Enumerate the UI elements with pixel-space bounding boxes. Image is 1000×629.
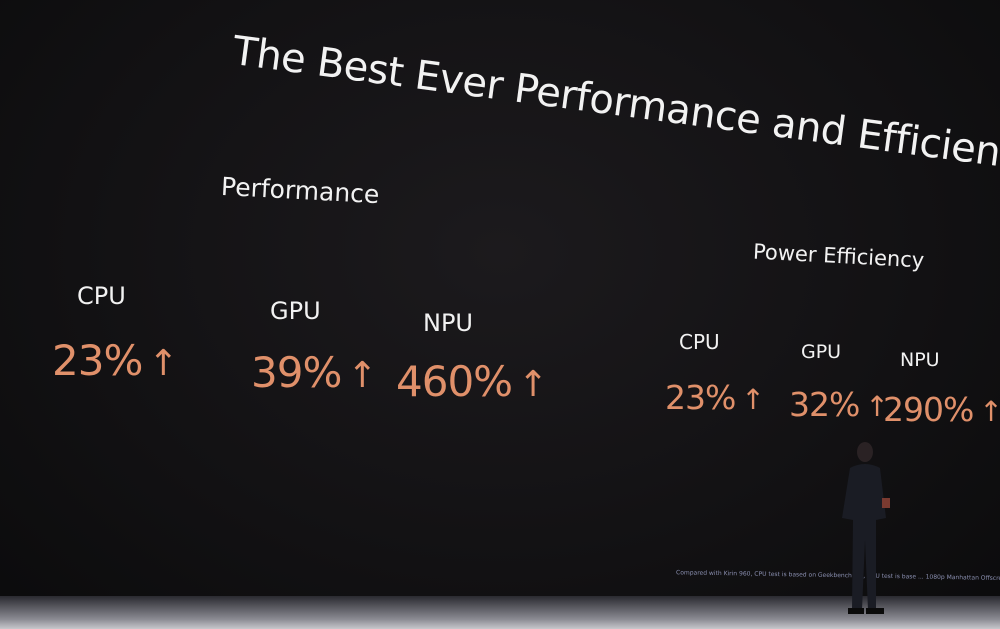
up-arrow-icon: ↑ bbox=[148, 343, 178, 384]
up-arrow-icon: ↑ bbox=[518, 364, 548, 405]
value-text: 32% bbox=[789, 385, 860, 424]
eff-gpu-value: 32% ↑ bbox=[789, 385, 889, 424]
perf-gpu-label: GPU bbox=[270, 297, 321, 325]
value-text: 23% bbox=[665, 378, 736, 417]
stage-floor bbox=[0, 596, 1000, 629]
performance-heading: Performance bbox=[220, 171, 381, 210]
up-arrow-icon: ↑ bbox=[979, 395, 1000, 428]
value-text: 23% bbox=[52, 336, 143, 385]
efficiency-heading: Power Efficiency bbox=[752, 239, 925, 273]
eff-cpu-label: CPU bbox=[679, 330, 720, 354]
perf-cpu-value: 23% ↑ bbox=[52, 336, 178, 385]
value-text: 290% bbox=[883, 390, 974, 429]
eff-cpu-value: 23% ↑ bbox=[665, 378, 765, 417]
perf-npu-label: NPU bbox=[423, 309, 473, 337]
presenter-figure bbox=[842, 442, 890, 614]
perf-npu-value: 460% ↑ bbox=[396, 357, 548, 406]
up-arrow-icon: ↑ bbox=[865, 390, 888, 423]
perf-gpu-value: 39% ↑ bbox=[251, 348, 377, 397]
value-text: 39% bbox=[251, 348, 342, 397]
up-arrow-icon: ↑ bbox=[347, 355, 377, 396]
perf-cpu-label: CPU bbox=[77, 282, 126, 310]
slide-title: The Best Ever Performance and Efficiency bbox=[229, 28, 1000, 182]
value-text: 460% bbox=[396, 357, 513, 406]
up-arrow-icon: ↑ bbox=[741, 383, 764, 416]
eff-gpu-label: GPU bbox=[801, 341, 842, 363]
eff-npu-label: NPU bbox=[900, 349, 940, 371]
eff-npu-value: 290% ↑ bbox=[883, 390, 1000, 429]
